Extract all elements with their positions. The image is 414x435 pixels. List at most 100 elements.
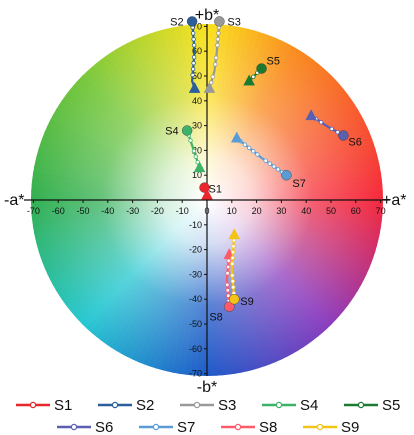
path-point (230, 279, 235, 284)
start-marker (186, 16, 198, 27)
legend-swatch-dot (234, 423, 242, 431)
start-marker (229, 294, 240, 305)
point-label-s6: S6 (348, 137, 361, 149)
end-marker (228, 228, 241, 240)
path-point (215, 37, 221, 42)
path-point (226, 293, 231, 298)
path-point (318, 120, 324, 125)
legend-item-s9: S9 (303, 419, 359, 435)
series-s3 (203, 16, 225, 93)
path-point (230, 273, 235, 278)
legend-item-s2: S2 (98, 397, 154, 414)
start-marker (181, 125, 193, 136)
path-point (225, 288, 230, 293)
y-tick-label: 50 (192, 71, 202, 81)
legend-label: S9 (341, 419, 359, 435)
series-s9 (228, 228, 241, 305)
legend-swatch-dot (70, 423, 78, 431)
x-tick-label: 30 (276, 206, 286, 216)
x-tick-label: 60 (351, 206, 361, 216)
path-point (231, 285, 236, 290)
x-tick-label: -30 (126, 206, 139, 216)
x-tick-label: -40 (101, 206, 114, 216)
y-tick-label: -30 (189, 269, 202, 279)
path-point (213, 62, 218, 67)
legend-label: S2 (136, 397, 154, 414)
series-s8 (223, 248, 236, 312)
path-point (215, 43, 220, 48)
path-point (191, 148, 197, 154)
y-tick-label: -20 (189, 245, 202, 255)
point-labels: S1 S2 S3 S4 S5 S6 S7 S8 S9 (165, 16, 362, 323)
path-point (190, 66, 196, 72)
y-tick-label: 60 (192, 46, 202, 56)
point-label-s4: S4 (165, 126, 178, 138)
legend-item-s3: S3 (180, 397, 236, 414)
path-point (216, 31, 221, 36)
point-label-s7: S7 (292, 178, 305, 190)
path-point (190, 72, 195, 78)
path-point (225, 264, 231, 270)
path-point (225, 282, 230, 287)
legend-swatch-dot (357, 401, 365, 409)
legend-item-s4: S4 (262, 397, 318, 414)
series-layer (181, 16, 349, 312)
x-tick-label: 40 (301, 206, 311, 216)
end-marker (201, 188, 213, 200)
path-point (246, 145, 252, 151)
legend-label: S6 (95, 419, 113, 435)
legend-item-s6: S6 (57, 419, 113, 435)
point-label-s5: S5 (267, 56, 280, 68)
series-s4 (181, 125, 206, 173)
point-label-s9: S9 (240, 296, 253, 308)
legend-label: S4 (300, 397, 318, 414)
x-tick-label: -10 (176, 206, 189, 216)
x-tick-label: 50 (326, 206, 336, 216)
legend-swatch-dot (111, 401, 119, 409)
legend-swatch-dot (193, 401, 201, 409)
y-tick-label: -10 (189, 220, 202, 230)
path-point (191, 37, 196, 42)
x-tick-label: -20 (151, 206, 164, 216)
series-s5 (243, 63, 267, 86)
axis-label-bottom: -b* (197, 379, 217, 396)
legend-swatch-dot (275, 401, 283, 409)
path-point (231, 244, 236, 249)
path-point (275, 167, 281, 172)
end-marker (193, 161, 206, 173)
path-point (210, 74, 215, 79)
path-point (191, 60, 196, 66)
path-point (329, 126, 334, 132)
path-point (271, 164, 277, 169)
legend-item-s7: S7 (139, 419, 195, 435)
x-tick-label: -70 (27, 206, 40, 216)
x-tick-label: -60 (52, 206, 65, 216)
path-point (231, 238, 237, 243)
axis-label-right: +a* (382, 192, 406, 209)
series-line (208, 21, 221, 89)
legend-swatch-dot (29, 401, 37, 409)
x-tick-label: -50 (76, 206, 89, 216)
path-point (190, 31, 196, 36)
path-point (213, 55, 219, 60)
legend-label: S3 (218, 397, 236, 414)
legend-item-s8: S8 (221, 419, 277, 435)
start-marker (256, 63, 267, 74)
series-s7 (230, 131, 292, 181)
legend: S1 S2 S3 S4 S5 S6 S7 S8 S9 (16, 397, 400, 435)
legend-label: S7 (177, 419, 195, 435)
path-point (188, 138, 193, 143)
path-point (242, 142, 248, 147)
point-label-s1: S1 (209, 184, 222, 196)
legend-label: S8 (259, 419, 277, 435)
path-point (193, 154, 198, 159)
point-label-s8: S8 (209, 312, 222, 324)
legend-swatch-dot (316, 423, 324, 431)
y-tick-label: 30 (192, 121, 202, 131)
series-s1 (199, 182, 213, 200)
axis-label-left: -a* (4, 192, 24, 209)
end-marker (305, 109, 317, 121)
legend-label: S1 (54, 397, 72, 414)
legend-label: S5 (382, 397, 400, 414)
y-tick-label: 10 (192, 170, 202, 180)
